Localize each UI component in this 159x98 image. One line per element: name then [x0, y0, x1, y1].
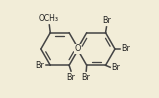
Text: OCH₃: OCH₃ [38, 14, 58, 23]
Text: Br: Br [121, 44, 130, 54]
Text: Br: Br [35, 61, 44, 70]
Text: O: O [75, 44, 81, 54]
Text: Br: Br [102, 16, 111, 25]
Text: Br: Br [67, 73, 76, 82]
Text: Br: Br [81, 73, 90, 82]
Text: Br: Br [111, 63, 120, 72]
